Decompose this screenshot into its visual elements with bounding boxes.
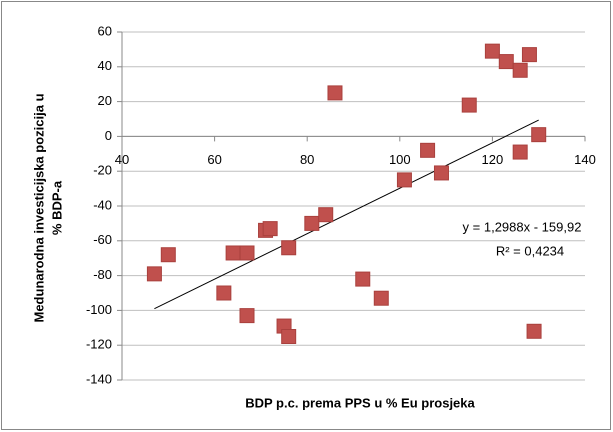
point [531,127,547,143]
point [160,247,176,263]
point [420,142,436,158]
point [262,221,278,237]
trend-equation: y = 1,2988x - 159,92 [463,219,582,234]
trend-r2: R² = 0,4234 [496,243,564,258]
y-axis-title: Medunarodna investicijska pozicija u [31,93,46,322]
point [461,97,477,113]
x-tick-label: 80 [300,152,314,167]
y-tick-label: -140 [86,371,112,386]
point [239,245,255,261]
point [484,43,500,59]
point [281,329,297,344]
y-axis-title: % BDP-a [49,180,64,235]
y-tick-label: 20 [98,93,112,108]
point [498,54,514,70]
y-tick-label: -20 [93,163,112,178]
x-tick-label: 60 [207,152,221,167]
y-tick-label: -40 [93,197,112,212]
y-tick-label: -120 [86,337,112,352]
point [396,172,412,188]
point [225,245,241,261]
point [239,308,255,324]
point [318,207,334,223]
point [304,215,320,231]
trendline [154,119,539,310]
x-axis-title: BDP p.c. prema PPS u % Eu prosjeka [245,395,475,410]
point [216,285,232,301]
point [146,266,162,282]
point [433,165,449,181]
y-tick-label: 40 [98,58,112,73]
y-tick-label: -100 [86,302,112,317]
y-tick-label: -60 [93,232,112,247]
point [373,290,389,306]
point [355,271,371,287]
point [512,62,528,78]
x-tick-label: 140 [574,152,596,167]
y-tick-label: 0 [105,128,112,143]
y-tick-label: 60 [98,23,112,38]
y-tick-label: -80 [93,267,112,282]
x-tick-label: 120 [482,152,504,167]
point [281,240,297,256]
point [512,144,528,160]
point [526,323,542,339]
x-tick-label: 100 [389,152,411,167]
point [521,47,537,63]
x-tick-label: 40 [115,152,129,167]
point [327,85,343,101]
